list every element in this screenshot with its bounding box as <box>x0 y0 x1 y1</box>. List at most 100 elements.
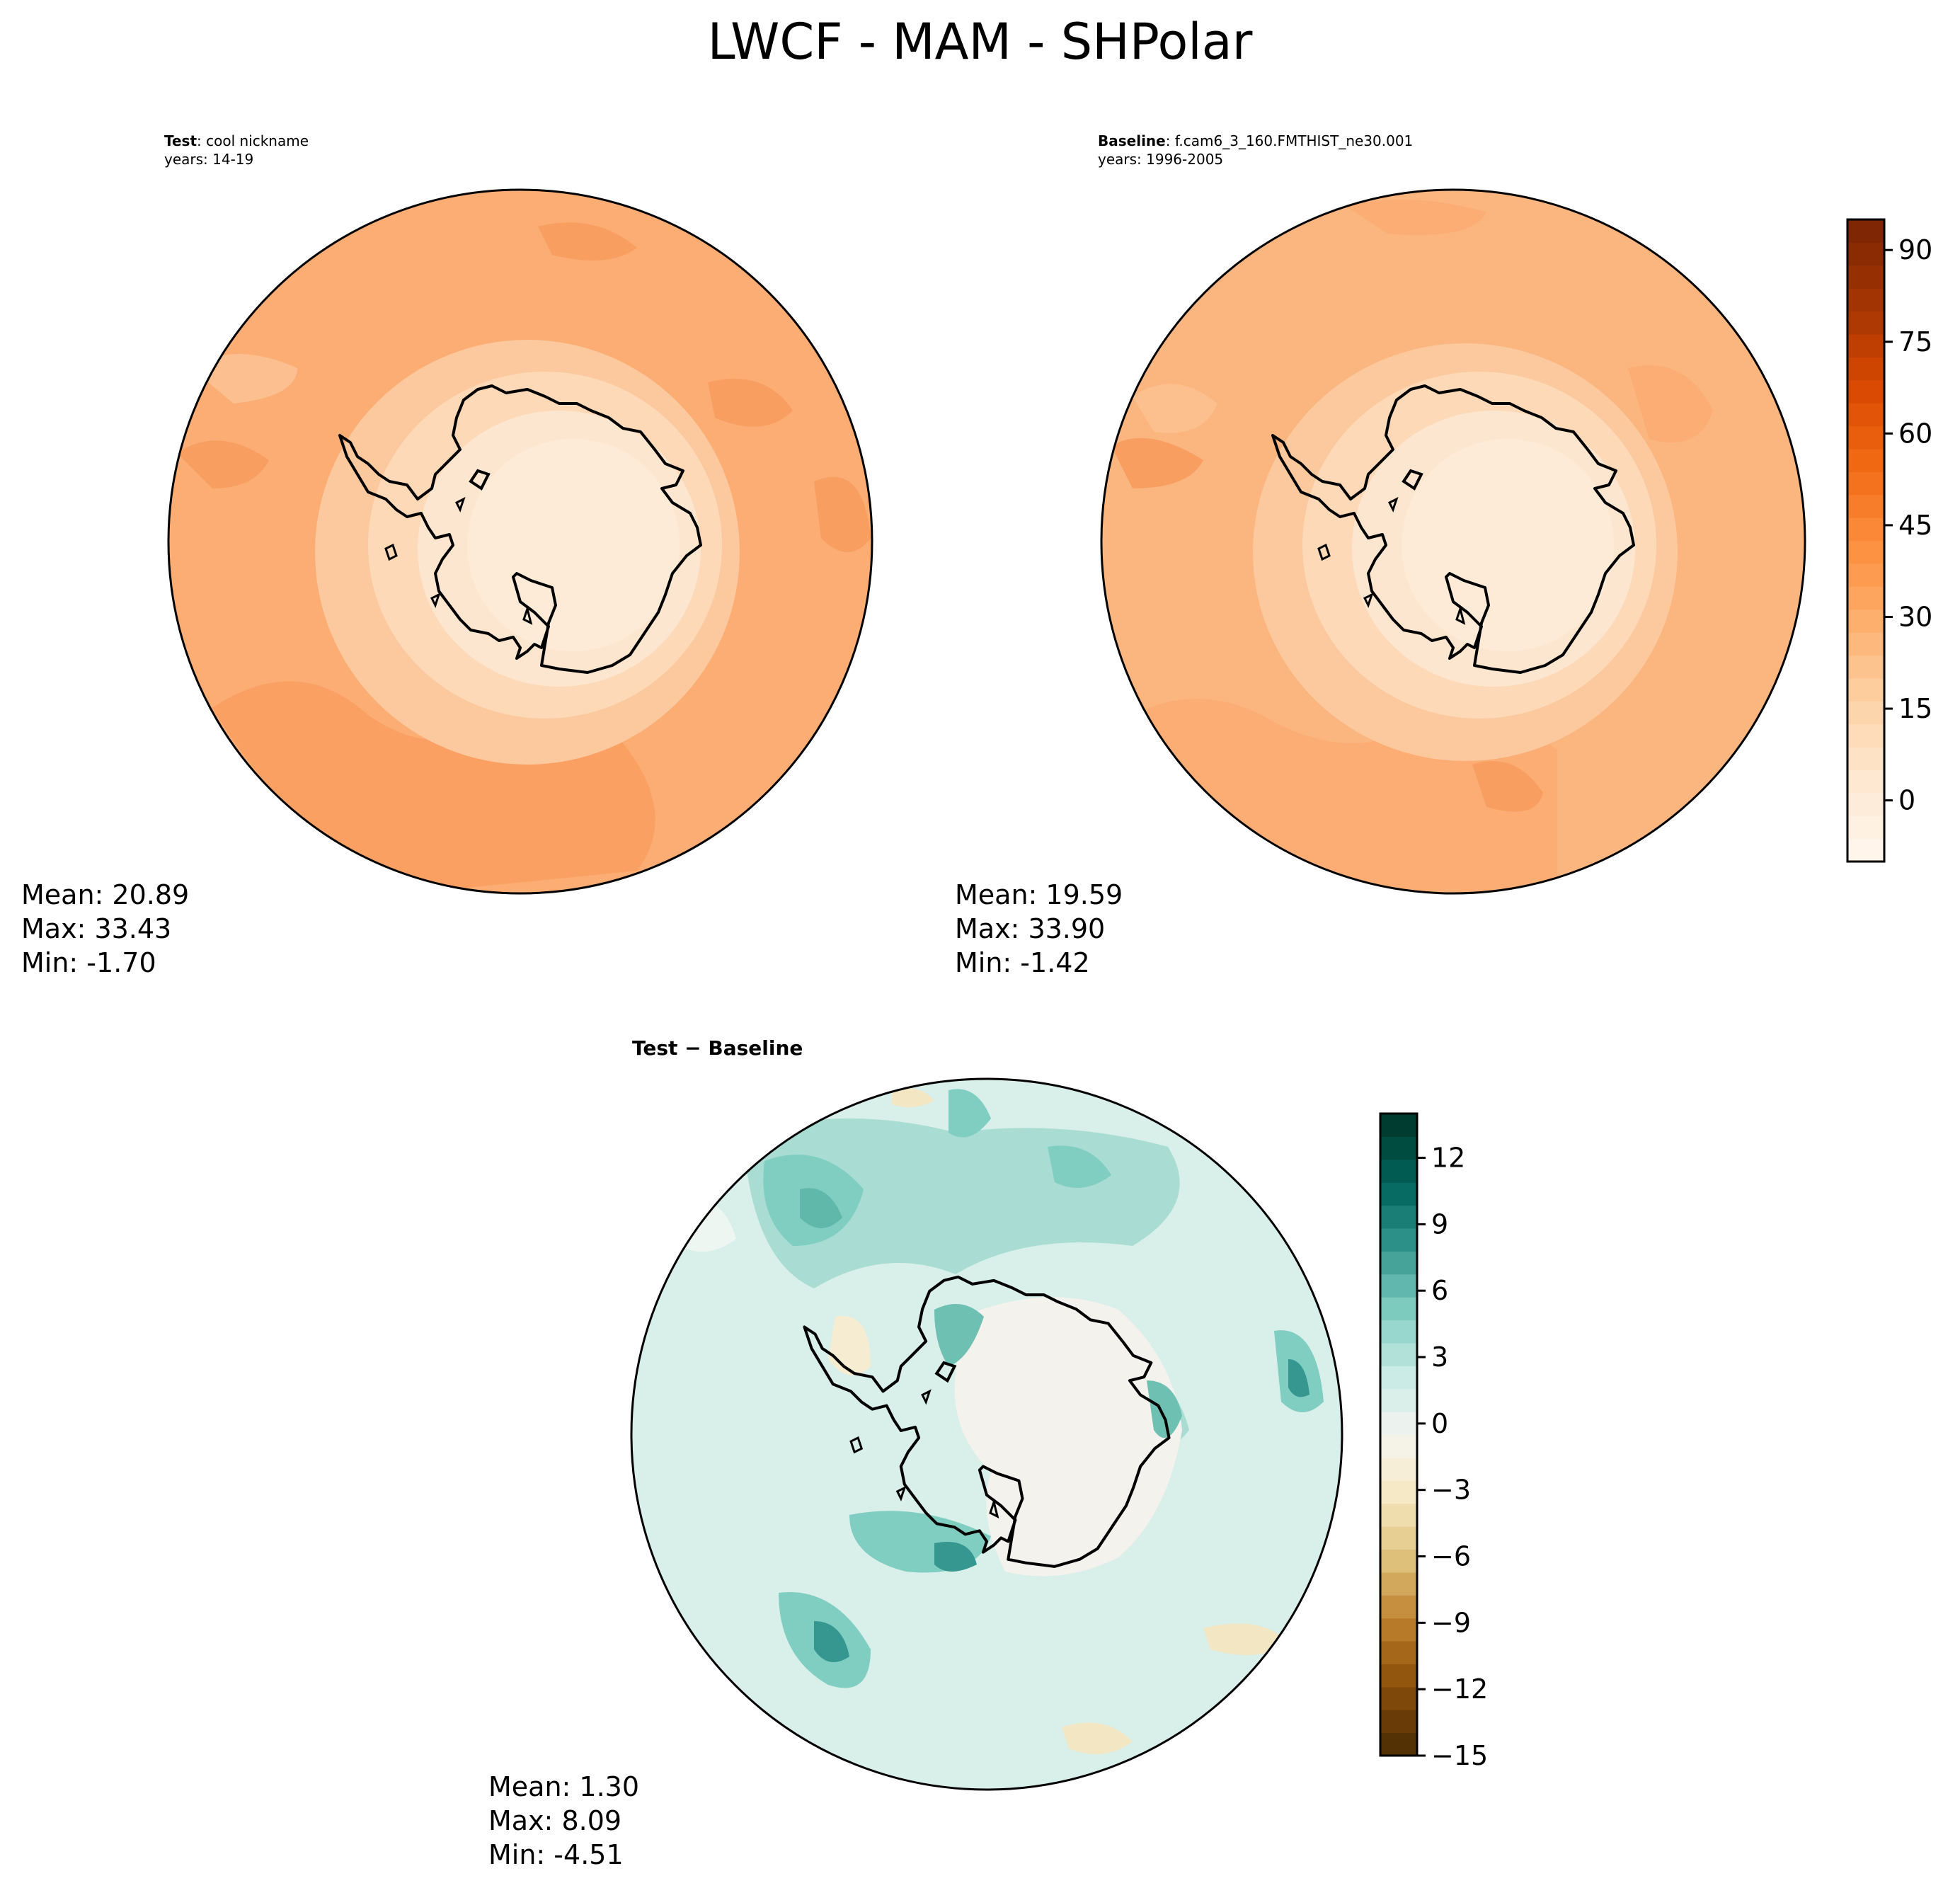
colorbar-segment <box>1380 1618 1417 1642</box>
colorbar-segment <box>1847 425 1884 450</box>
colorbar-segment <box>1847 816 1884 840</box>
colorbar-segment <box>1380 1503 1417 1527</box>
colorbar-segment <box>1847 448 1884 472</box>
test-min: Min: -1.70 <box>21 947 156 978</box>
colorbar-segment <box>1847 357 1884 381</box>
colorbar-segment <box>1380 1388 1417 1412</box>
colorbar-segment <box>1380 1686 1417 1710</box>
colorbar-segment <box>1380 1457 1417 1481</box>
diff-colorbar: 12 9 6 3 0 −3 −6 −9 −12 −15 <box>1379 1112 1488 1771</box>
baseline-map <box>1100 188 1806 895</box>
colorbar-segment <box>1380 1549 1417 1573</box>
baseline-stats: Mean: 19.59 Max: 33.90 Min: -1.42 <box>955 878 1123 980</box>
test-label: Test <box>164 132 197 149</box>
colorbar-segment <box>1380 1526 1417 1550</box>
test-case-name: : cool nickname <box>197 132 309 149</box>
colorbar-tick-label: 30 <box>1898 601 1932 632</box>
baseline-years: years: 1996-2005 <box>1098 151 1224 168</box>
colorbar-segment <box>1847 311 1884 335</box>
colorbar-tick-label: −9 <box>1431 1607 1471 1638</box>
colorbar-tick-label: 45 <box>1898 510 1932 541</box>
colorbar-segment <box>1380 1274 1417 1298</box>
colorbar-segment <box>1847 586 1884 610</box>
diff-stats: Mean: 1.30 Max: 8.09 Min: -4.51 <box>488 1770 639 1872</box>
colorbar-segment <box>1380 1342 1417 1366</box>
colorbar-tick-label: 0 <box>1898 785 1915 816</box>
colorbar-segment <box>1380 1251 1417 1275</box>
colorbar-tick-label: 15 <box>1898 693 1932 724</box>
colorbar-segment <box>1847 838 1884 862</box>
diff-max: Max: 8.09 <box>488 1805 622 1836</box>
baseline-min: Min: -1.42 <box>955 947 1090 978</box>
colorbar-segment <box>1380 1320 1417 1344</box>
baseline-case-name: : f.cam6_3_160.FMTHIST_ne30.001 <box>1165 132 1414 149</box>
colorbar-frame <box>1379 1112 1419 1757</box>
colorbar-segment <box>1847 403 1884 427</box>
colorbar-segment <box>1847 655 1884 679</box>
colorbar-segment <box>1847 701 1884 725</box>
colorbar-tick-label: −12 <box>1431 1674 1488 1705</box>
colorbar-segment <box>1380 1205 1417 1229</box>
colorbar-segment <box>1380 1641 1417 1665</box>
test-years: years: 14-19 <box>164 151 254 168</box>
colorbar-segment <box>1380 1710 1417 1734</box>
colorbar-tick-label: 6 <box>1431 1275 1448 1306</box>
colorbar-segment <box>1380 1480 1417 1504</box>
colorbar-tick-label: −6 <box>1431 1541 1471 1572</box>
colorbar-frame <box>1846 218 1886 863</box>
test-map <box>167 188 873 895</box>
colorbar-segment <box>1380 1159 1417 1183</box>
colorbar-segment <box>1380 1434 1417 1458</box>
test-panel-title: Test: cool nickname years: 14-19 <box>164 132 309 168</box>
colorbar-segment <box>1847 265 1884 289</box>
colorbar-segment <box>1847 288 1884 312</box>
colorbar-tick-label: 0 <box>1431 1408 1448 1439</box>
colorbar-segment <box>1847 632 1884 656</box>
colorbar-segment <box>1847 494 1884 518</box>
diff-mean: Mean: 1.30 <box>488 1771 640 1802</box>
colorbar-segment <box>1847 747 1884 771</box>
test-stats: Mean: 20.89 Max: 33.43 Min: -1.70 <box>21 878 189 980</box>
colorbar-segment <box>1847 723 1884 748</box>
colorbar-segment <box>1847 609 1884 633</box>
colorbar-segment <box>1847 242 1884 266</box>
colorbar-segment <box>1380 1366 1417 1390</box>
colorbar-segment <box>1380 1595 1417 1619</box>
colorbar-segment <box>1847 379 1884 404</box>
colorbar-segment <box>1380 1182 1417 1206</box>
colorbar-tick-label: 60 <box>1898 418 1932 449</box>
colorbar-segment <box>1847 540 1884 564</box>
colorbar-segment <box>1847 792 1884 816</box>
diff-panel-title: Test − Baseline <box>632 1036 803 1060</box>
baseline-label: Baseline <box>1098 132 1166 149</box>
colorbar-segment <box>1847 333 1884 357</box>
colorbar-tick-label: −3 <box>1431 1475 1471 1506</box>
baseline-panel-title: Baseline: f.cam6_3_160.FMTHIST_ne30.001 … <box>1098 132 1413 168</box>
colorbar-tick-label: 9 <box>1431 1208 1448 1240</box>
colorbar-tick-label: −15 <box>1431 1740 1488 1771</box>
colorbar-segment <box>1380 1297 1417 1321</box>
colorbar-tick-label: 12 <box>1431 1143 1465 1174</box>
abs-colorbar: 90 75 60 45 30 15 0 <box>1846 218 1932 863</box>
test-max: Max: 33.43 <box>21 913 172 944</box>
colorbar-segment <box>1847 677 1884 702</box>
colorbar-tick-label: 3 <box>1431 1341 1448 1373</box>
colorbar-segment <box>1847 219 1884 243</box>
colorbar-segment <box>1380 1572 1417 1596</box>
colorbar-segment <box>1847 517 1884 542</box>
colorbar-tick-label: 90 <box>1898 234 1932 265</box>
colorbar-segment <box>1847 563 1884 587</box>
colorbar-segment <box>1380 1228 1417 1252</box>
colorbar-segment <box>1380 1664 1417 1688</box>
test-mean: Mean: 20.89 <box>21 879 190 910</box>
baseline-mean: Mean: 19.59 <box>955 879 1123 910</box>
colorbar-segment <box>1847 769 1884 794</box>
baseline-max: Max: 33.90 <box>955 913 1106 944</box>
figure-title: LWCF - MAM - SHPolar <box>707 13 1253 71</box>
colorbar-segment <box>1380 1732 1417 1756</box>
diff-min: Min: -4.51 <box>488 1839 624 1870</box>
colorbar-segment <box>1380 1114 1417 1137</box>
colorbar-tick-label: 75 <box>1898 326 1932 357</box>
colorbar-segment <box>1847 471 1884 496</box>
